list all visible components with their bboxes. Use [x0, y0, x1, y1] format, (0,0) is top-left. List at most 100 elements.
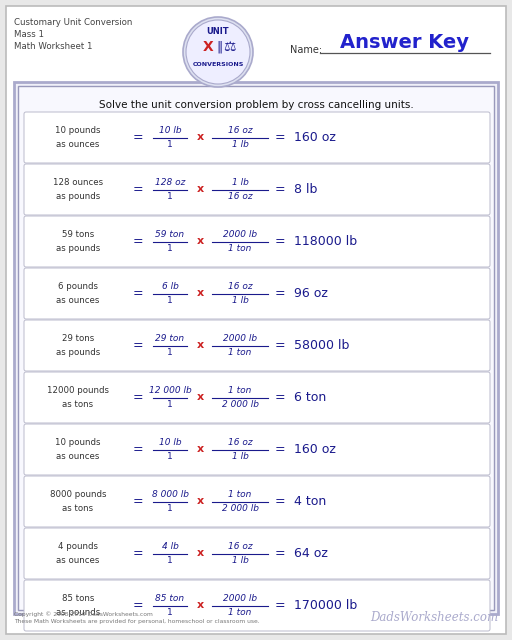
Text: 10 lb: 10 lb	[159, 126, 181, 135]
Text: ‖: ‖	[216, 40, 222, 54]
FancyBboxPatch shape	[24, 216, 490, 267]
Text: x: x	[197, 392, 204, 403]
Text: 8 000 lb: 8 000 lb	[152, 490, 188, 499]
FancyBboxPatch shape	[24, 112, 490, 163]
Text: 2 000 lb: 2 000 lb	[222, 504, 259, 513]
Text: 1 ton: 1 ton	[228, 386, 252, 395]
Text: Copyright © 2008-2019 DadsWorksheets.com
These Math Worksheets are provided for : Copyright © 2008-2019 DadsWorksheets.com…	[14, 611, 260, 624]
Text: as pounds: as pounds	[56, 608, 100, 617]
FancyBboxPatch shape	[14, 82, 498, 614]
Text: =: =	[274, 599, 285, 612]
Text: UNIT: UNIT	[207, 27, 229, 36]
Text: =: =	[133, 339, 143, 352]
Text: 96 oz: 96 oz	[294, 287, 328, 300]
FancyBboxPatch shape	[24, 580, 490, 631]
Text: 1: 1	[167, 504, 173, 513]
Text: 1: 1	[167, 608, 173, 617]
Text: =: =	[133, 443, 143, 456]
Text: as pounds: as pounds	[56, 244, 100, 253]
Text: 8 lb: 8 lb	[294, 183, 317, 196]
Text: =: =	[274, 443, 285, 456]
Text: 64 oz: 64 oz	[294, 547, 328, 560]
Text: 85 ton: 85 ton	[156, 594, 184, 603]
Text: 4 ton: 4 ton	[294, 495, 326, 508]
Text: 6 ton: 6 ton	[294, 391, 326, 404]
Text: =: =	[274, 131, 285, 144]
Text: Math Worksheet 1: Math Worksheet 1	[14, 42, 93, 51]
Text: 1 ton: 1 ton	[228, 244, 252, 253]
Text: 16 oz: 16 oz	[228, 192, 252, 201]
Text: =: =	[133, 183, 143, 196]
Text: =: =	[133, 391, 143, 404]
Text: 1 lb: 1 lb	[231, 140, 248, 149]
Text: as ounces: as ounces	[56, 140, 100, 149]
Text: as tons: as tons	[62, 504, 94, 513]
Text: 170000 lb: 170000 lb	[294, 599, 357, 612]
FancyBboxPatch shape	[6, 6, 506, 634]
Text: x: x	[197, 548, 204, 559]
Text: =: =	[133, 495, 143, 508]
Text: x: x	[197, 237, 204, 246]
Text: Customary Unit Conversion: Customary Unit Conversion	[14, 18, 133, 27]
Circle shape	[186, 20, 250, 84]
FancyBboxPatch shape	[24, 372, 490, 423]
Text: 12000 pounds: 12000 pounds	[47, 386, 109, 395]
Text: 85 tons: 85 tons	[62, 594, 94, 603]
Text: 16 oz: 16 oz	[228, 542, 252, 551]
FancyBboxPatch shape	[18, 86, 494, 610]
Text: X: X	[203, 40, 214, 54]
Text: 1: 1	[167, 140, 173, 149]
Text: 59 ton: 59 ton	[156, 230, 184, 239]
Text: x: x	[197, 132, 204, 143]
Text: 1: 1	[167, 348, 173, 357]
Text: DadsWorksheets.com: DadsWorksheets.com	[370, 611, 498, 624]
Text: =: =	[274, 391, 285, 404]
Text: 1 lb: 1 lb	[231, 452, 248, 461]
Text: x: x	[197, 600, 204, 611]
Text: x: x	[197, 497, 204, 506]
Text: 1 ton: 1 ton	[228, 490, 252, 499]
Text: 16 oz: 16 oz	[228, 126, 252, 135]
Text: 4 pounds: 4 pounds	[58, 542, 98, 551]
Text: 10 pounds: 10 pounds	[55, 438, 101, 447]
Text: 2 000 lb: 2 000 lb	[222, 400, 259, 409]
Text: 1: 1	[167, 192, 173, 201]
Text: Solve the unit conversion problem by cross cancelling units.: Solve the unit conversion problem by cro…	[99, 100, 413, 110]
Text: =: =	[133, 235, 143, 248]
Text: as ounces: as ounces	[56, 452, 100, 461]
Text: as ounces: as ounces	[56, 296, 100, 305]
Text: 29 tons: 29 tons	[62, 334, 94, 343]
Text: 16 oz: 16 oz	[228, 282, 252, 291]
Text: Name:: Name:	[290, 45, 322, 55]
Text: 2000 lb: 2000 lb	[223, 334, 257, 343]
Text: as pounds: as pounds	[56, 348, 100, 357]
Text: x: x	[197, 289, 204, 298]
Text: 1 ton: 1 ton	[228, 348, 252, 357]
Text: 59 tons: 59 tons	[62, 230, 94, 239]
Text: =: =	[133, 131, 143, 144]
Text: 12 000 lb: 12 000 lb	[148, 386, 191, 395]
Text: 1: 1	[167, 556, 173, 565]
Text: 1 ton: 1 ton	[228, 608, 252, 617]
Text: 10 pounds: 10 pounds	[55, 126, 101, 135]
FancyBboxPatch shape	[24, 320, 490, 371]
Text: 8000 pounds: 8000 pounds	[50, 490, 106, 499]
FancyBboxPatch shape	[24, 268, 490, 319]
Text: 1: 1	[167, 400, 173, 409]
Text: 1: 1	[167, 244, 173, 253]
Text: =: =	[274, 547, 285, 560]
Text: =: =	[133, 547, 143, 560]
Circle shape	[183, 17, 253, 87]
Text: ⚖: ⚖	[223, 40, 235, 54]
Text: 29 ton: 29 ton	[156, 334, 184, 343]
Text: Mass 1: Mass 1	[14, 30, 44, 39]
Text: 2000 lb: 2000 lb	[223, 594, 257, 603]
Text: 1 lb: 1 lb	[231, 556, 248, 565]
Text: 2000 lb: 2000 lb	[223, 230, 257, 239]
Text: =: =	[274, 495, 285, 508]
Text: 128 ounces: 128 ounces	[53, 178, 103, 187]
Text: 160 oz: 160 oz	[294, 443, 336, 456]
Text: 58000 lb: 58000 lb	[294, 339, 349, 352]
Text: as tons: as tons	[62, 400, 94, 409]
FancyBboxPatch shape	[24, 528, 490, 579]
